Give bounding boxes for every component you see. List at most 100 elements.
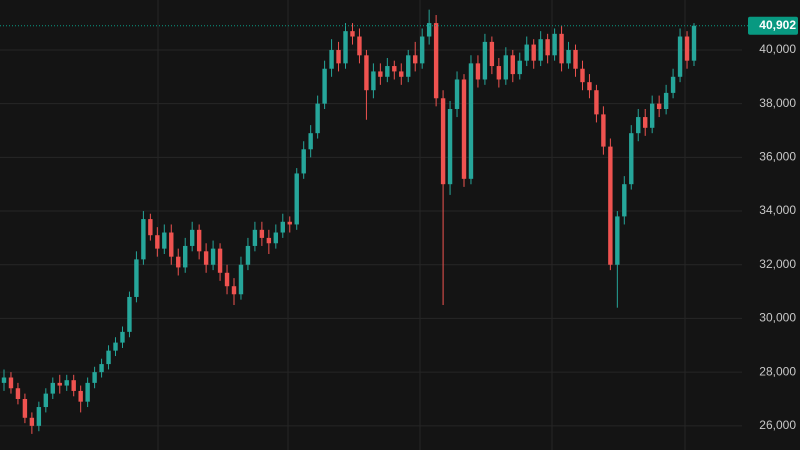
candle-body bbox=[106, 350, 111, 365]
candle-body bbox=[155, 235, 160, 249]
candle-body bbox=[196, 229, 202, 252]
candle-body bbox=[566, 49, 571, 64]
candle-body bbox=[426, 23, 432, 37]
candle-body bbox=[364, 55, 369, 91]
candle-body bbox=[308, 133, 313, 150]
candle-body bbox=[496, 66, 502, 80]
candle-body bbox=[294, 173, 299, 225]
y-tick-label: 38,000 bbox=[759, 96, 796, 110]
candle-body bbox=[343, 31, 348, 64]
candle-body bbox=[43, 393, 49, 408]
candle-body bbox=[162, 232, 167, 249]
candle-body bbox=[176, 256, 181, 268]
candle-body bbox=[1, 377, 7, 383]
candle-body bbox=[419, 36, 425, 64]
candle-body bbox=[259, 229, 265, 238]
candle-body bbox=[517, 60, 522, 75]
candle-body bbox=[524, 44, 529, 61]
candle-body bbox=[266, 237, 272, 244]
candle-body bbox=[287, 221, 292, 225]
candle-body bbox=[301, 149, 306, 174]
candle-body bbox=[670, 76, 676, 93]
candle-body bbox=[587, 82, 592, 91]
candle-body bbox=[378, 71, 383, 77]
candle-body bbox=[127, 296, 132, 332]
last-price-badge bbox=[748, 16, 798, 35]
candle-body bbox=[36, 407, 42, 426]
candle-body bbox=[552, 33, 557, 56]
y-tick-label: 36,000 bbox=[759, 150, 796, 164]
candle-body bbox=[245, 245, 251, 265]
candle-body bbox=[649, 103, 655, 128]
candle-body bbox=[329, 49, 334, 69]
candle-body bbox=[392, 66, 397, 72]
candle-body bbox=[210, 248, 216, 265]
candle-body bbox=[656, 103, 662, 110]
candle-body bbox=[385, 66, 390, 77]
candle-body bbox=[336, 49, 341, 64]
candle-body bbox=[217, 248, 223, 273]
candle-body bbox=[64, 380, 69, 386]
candle-body bbox=[482, 41, 488, 80]
candle-body bbox=[684, 36, 690, 61]
candle-body bbox=[57, 382, 62, 386]
candle-body bbox=[189, 229, 195, 246]
y-tick-label: 26,000 bbox=[759, 418, 796, 432]
candle-body bbox=[399, 71, 404, 77]
candle-body bbox=[545, 39, 550, 56]
candle-body bbox=[643, 117, 648, 128]
candle-body bbox=[691, 25, 697, 61]
candle-body bbox=[350, 31, 355, 37]
candle-body bbox=[92, 372, 97, 383]
last-price-label: 40,902 bbox=[759, 18, 796, 32]
candle-body bbox=[322, 68, 327, 104]
candle-body bbox=[22, 398, 28, 418]
candle-body bbox=[224, 272, 230, 287]
candle-body bbox=[447, 109, 453, 185]
candle-body bbox=[475, 63, 481, 80]
candle-body bbox=[315, 103, 320, 134]
candle-body bbox=[357, 36, 362, 56]
candle-body bbox=[489, 41, 495, 67]
candle-body bbox=[134, 259, 139, 297]
candle-body bbox=[440, 98, 446, 185]
candle-body bbox=[15, 388, 21, 399]
candle-body bbox=[252, 229, 258, 246]
candle-body bbox=[559, 33, 564, 64]
candle-body bbox=[183, 245, 188, 268]
candle-body bbox=[231, 286, 237, 295]
candle-body bbox=[148, 219, 153, 236]
candle-body bbox=[85, 382, 90, 402]
candle-body bbox=[50, 382, 55, 394]
y-tick-label: 32,000 bbox=[759, 257, 796, 271]
candle-body bbox=[573, 49, 578, 69]
candle-body bbox=[238, 264, 244, 295]
candle-body bbox=[113, 342, 118, 351]
y-tick-label: 30,000 bbox=[759, 311, 796, 325]
vertical-grid bbox=[157, 0, 686, 450]
candle-body bbox=[608, 146, 613, 265]
candle-body bbox=[663, 92, 669, 110]
candle-body bbox=[8, 377, 14, 389]
candle-body bbox=[636, 117, 641, 134]
candle-body bbox=[580, 68, 585, 83]
candle-body bbox=[406, 55, 411, 77]
y-tick-label: 28,000 bbox=[759, 364, 796, 378]
candle-body bbox=[531, 44, 536, 61]
candle-body bbox=[538, 39, 543, 61]
candle-body bbox=[141, 219, 146, 260]
candle-body bbox=[71, 380, 76, 391]
y-tick-label: 34,000 bbox=[759, 203, 796, 217]
candle-body bbox=[433, 23, 439, 99]
candle-body bbox=[169, 232, 174, 257]
candle-body bbox=[120, 331, 125, 343]
candle-body bbox=[371, 71, 376, 91]
candle-body bbox=[99, 364, 104, 373]
candle-body bbox=[622, 184, 627, 217]
candle-body bbox=[78, 390, 83, 402]
candle-body bbox=[601, 114, 606, 147]
candle-body bbox=[203, 251, 209, 265]
candle-body bbox=[468, 63, 474, 179]
candle-body bbox=[413, 55, 418, 64]
